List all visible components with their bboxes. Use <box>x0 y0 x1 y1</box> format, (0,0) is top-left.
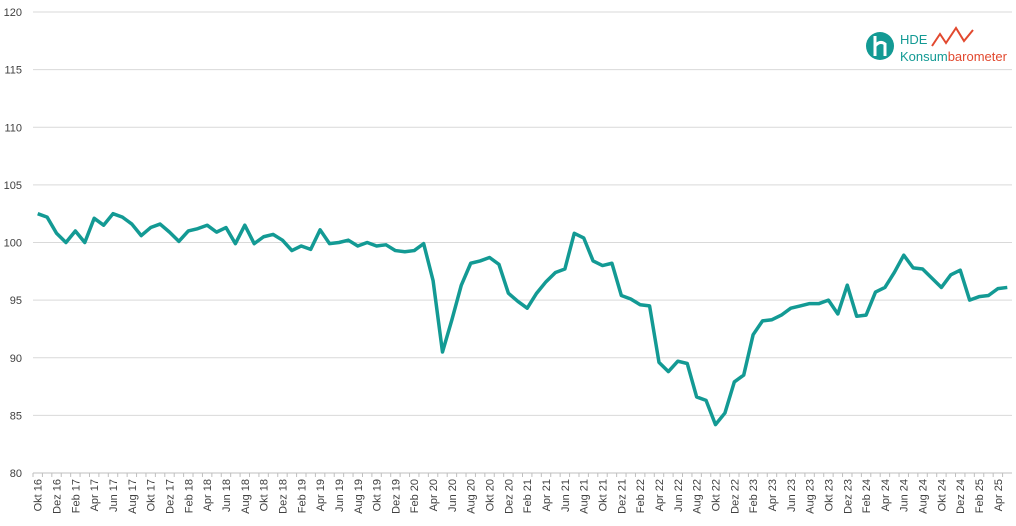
x-tick-label: Okt 20 <box>485 479 497 511</box>
x-tick-label: Okt 23 <box>823 479 835 511</box>
y-tick-label: 85 <box>10 410 22 422</box>
x-tick-label: Apr 18 <box>202 479 214 511</box>
x-tick-label: Aug 24 <box>918 479 930 514</box>
x-tick-label: Jun 21 <box>560 479 572 512</box>
logo-name-suffix: barometer <box>948 49 1008 64</box>
y-tick-label: 105 <box>4 180 22 192</box>
x-tick-label: Aug 17 <box>127 479 139 514</box>
x-tick-label: Dez 19 <box>390 479 402 514</box>
x-tick-label: Aug 22 <box>692 479 704 514</box>
x-tick-label: Jun 17 <box>108 479 120 512</box>
x-tick-label: Dez 17 <box>164 479 176 514</box>
x-tick-label: Dez 16 <box>52 479 64 514</box>
x-tick-label: Feb 22 <box>635 479 647 513</box>
line <box>37 211 1008 427</box>
x-tick-label: Aug 21 <box>579 479 591 514</box>
logo-brand: HDE <box>900 32 928 47</box>
y-tick-label: 80 <box>10 468 22 480</box>
x-tick-label: Aug 20 <box>466 479 478 514</box>
x-tick-label: Apr 21 <box>541 479 553 511</box>
x-tick-label: Dez 18 <box>277 479 289 514</box>
x-tick-label: Feb 21 <box>522 479 534 513</box>
logo-icon-h <box>873 36 887 56</box>
x-tick-label: Apr 24 <box>880 479 892 511</box>
x-tick-label: Feb 18 <box>183 479 195 513</box>
x-tick-label: Feb 24 <box>861 479 873 513</box>
x-tick-label: Okt 18 <box>259 479 271 511</box>
x-tick-label: Apr 23 <box>767 479 779 511</box>
y-tick-label: 115 <box>4 65 22 77</box>
x-tick-label: Dez 21 <box>616 479 628 514</box>
y-tick-label: 95 <box>10 295 22 307</box>
y-tick-label: 100 <box>4 238 22 250</box>
logo-name-main: Konsum <box>900 49 948 64</box>
x-tick-label: Okt 16 <box>33 479 45 511</box>
y-tick-label: 120 <box>4 7 22 19</box>
x-tick-label: Feb 23 <box>748 479 760 513</box>
y-tick-label: 110 <box>4 122 22 134</box>
x-tick-label: Apr 17 <box>89 479 101 511</box>
x-tick-label: Jun 22 <box>673 479 685 512</box>
x-tick-label: Feb 25 <box>974 479 986 513</box>
y-tick-label: 90 <box>10 353 22 365</box>
x-tick-label: Okt 22 <box>710 479 722 511</box>
x-tick-label: Jun 24 <box>899 479 911 512</box>
x-tick-label: Okt 21 <box>598 479 610 511</box>
x-tick-label: Jun 23 <box>786 479 798 512</box>
x-tick-label: Aug 23 <box>805 479 817 514</box>
x-tick-label: Aug 18 <box>240 479 252 514</box>
x-tick-label: Jun 20 <box>447 479 459 512</box>
x-tick-label: Feb 17 <box>70 479 82 513</box>
x-tick-label: Dez 24 <box>955 479 967 514</box>
logo: HDE Konsumbarometer <box>866 26 1008 64</box>
x-tick-label: Dez 22 <box>729 479 741 514</box>
x-tick-label: Feb 19 <box>296 479 308 513</box>
x-tick-label: Apr 22 <box>654 479 666 511</box>
x-tick-label: Okt 24 <box>936 479 948 511</box>
x-tick-label: Okt 19 <box>372 479 384 511</box>
x-tick-label: Feb 20 <box>409 479 421 513</box>
x-tick-label: Okt 17 <box>146 479 158 511</box>
logo-name: Konsumbarometer <box>900 49 1008 64</box>
x-tick-label: Dez 23 <box>842 479 854 514</box>
x-tick-label: Apr 19 <box>315 479 327 511</box>
x-tick-label: Jun 19 <box>334 479 346 512</box>
x-tick-label: Aug 19 <box>353 479 365 514</box>
logo-icon <box>866 32 894 60</box>
x-tick-label: Apr 25 <box>993 479 1005 511</box>
x-tick-label: Jun 18 <box>221 479 233 512</box>
logo-zigzag <box>931 26 974 47</box>
x-tick-label: Dez 20 <box>503 479 515 514</box>
x-tick-label: Apr 20 <box>428 479 440 511</box>
